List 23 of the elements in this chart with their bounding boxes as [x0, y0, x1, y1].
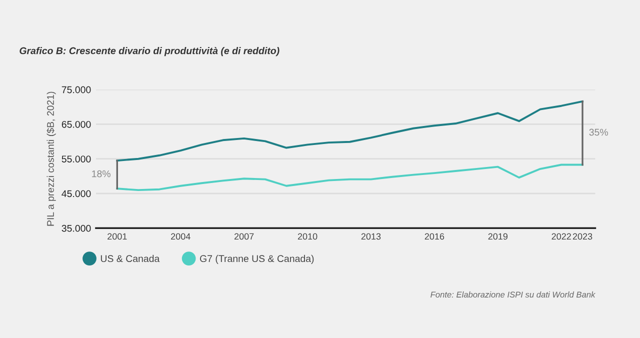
- annotation: 18%: [92, 170, 110, 178]
- x-tick-label: 2004: [171, 233, 190, 240]
- x-tick-label: 2007: [234, 233, 254, 240]
- x-tick-label: 2016: [424, 233, 444, 240]
- x-tick-label: 2010: [298, 233, 318, 240]
- x-tick-label: 2001: [108, 233, 127, 240]
- x-tick-label: 2023: [572, 233, 592, 240]
- legend-label: G7 (Tranne US & Canada): [200, 254, 314, 264]
- y-tick-label: 35.000: [62, 224, 91, 232]
- line-series: [116, 164, 584, 192]
- source-note: Fonte: Elaborazione ISPI su dati World Bank: [430, 291, 596, 298]
- y-tick-label: 55.000: [62, 156, 91, 162]
- x-tick-label: 2013: [361, 233, 381, 240]
- x-tick-label: 2022: [552, 233, 571, 240]
- y-tick-label: 75.000: [62, 86, 91, 94]
- legend-label: US & Canada: [100, 254, 160, 262]
- annotation: 35%: [589, 128, 608, 136]
- line-series: [116, 100, 584, 162]
- chart-title: Grafico B: Crescente divario di produttività (e di reddito): [20, 46, 280, 56]
- x-tick-label: 2019: [488, 233, 508, 240]
- y-tick-label: 65.000: [62, 120, 91, 128]
- y-axis-title: PIL a prezzi costanti ($B, 2021): [46, 92, 56, 226]
- y-tick-label: 45.000: [62, 190, 91, 198]
